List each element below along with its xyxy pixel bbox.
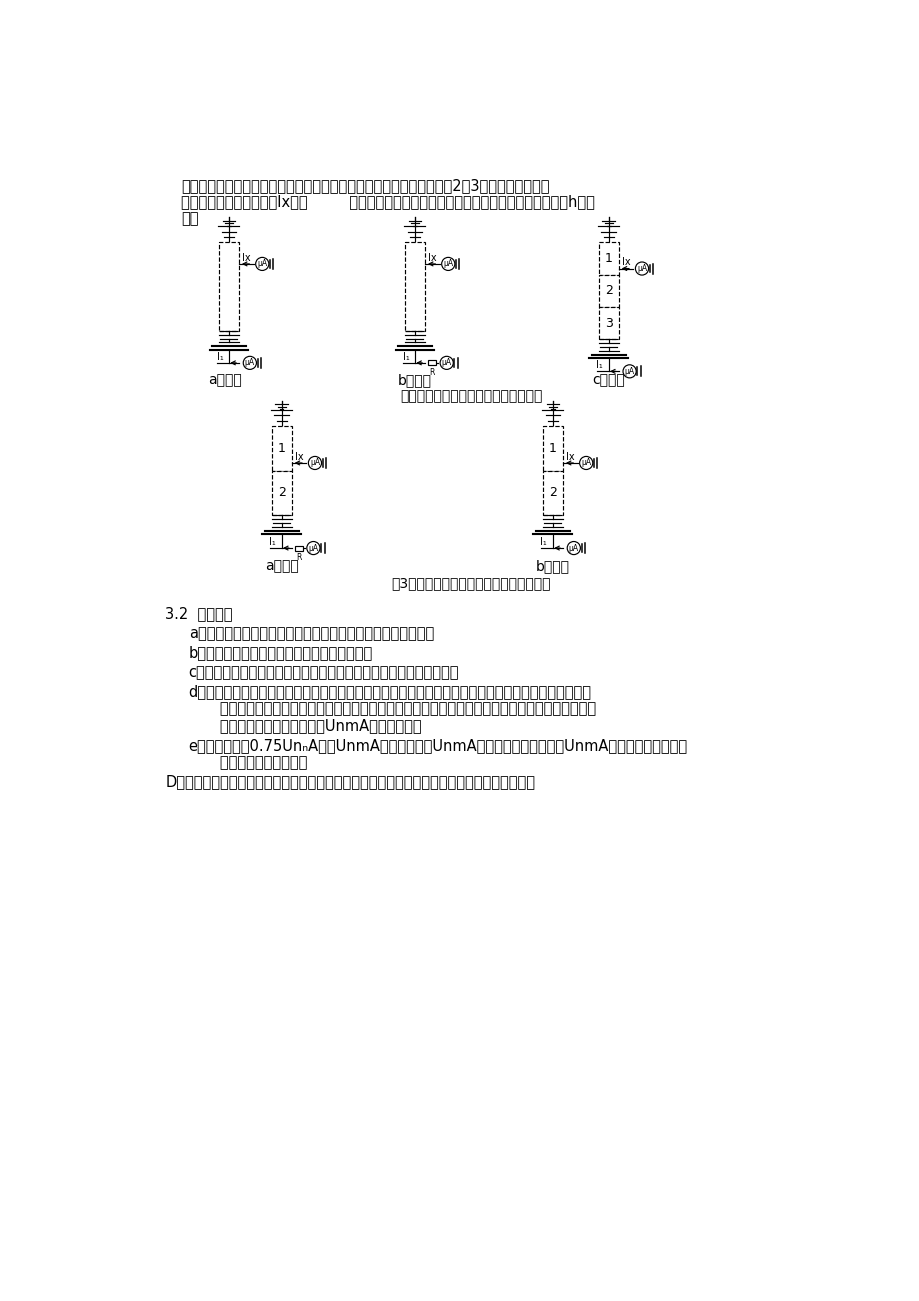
Text: 1: 1 <box>549 442 556 455</box>
Text: 地。: 地。 <box>181 212 199 226</box>
Bar <box>271 425 291 471</box>
Text: a）进行测试仪器过压整定并检验仪器在整定值能否可靠动作。: a）进行测试仪器过压整定并检验仪器在整定值能否可靠动作。 <box>188 626 434 641</box>
Text: Ix: Ix <box>294 451 303 462</box>
Circle shape <box>306 541 320 554</box>
Text: 两节及以上串联结构避雷器可采用不拆高压引线试验，典型接线图（图2图3）中直流高压输出: 两节及以上串联结构避雷器可采用不拆高压引线试验，典型接线图（图2图3）中直流高压… <box>181 178 549 193</box>
Text: 图3两节结构金属氧化物避雷器测试接线图: 图3两节结构金属氧化物避雷器测试接线图 <box>391 576 550 591</box>
Bar <box>598 242 618 275</box>
Bar <box>427 360 436 366</box>
Text: μA: μA <box>443 259 453 268</box>
Text: μA: μA <box>310 458 320 467</box>
Text: μA: μA <box>244 358 255 367</box>
Bar <box>271 471 291 515</box>
Circle shape <box>308 457 321 470</box>
Circle shape <box>567 541 580 554</box>
Text: I₁: I₁ <box>596 360 602 371</box>
Text: Ix: Ix <box>427 252 437 263</box>
Circle shape <box>622 364 636 377</box>
Circle shape <box>255 258 268 271</box>
Bar <box>542 471 562 515</box>
Text: Ix: Ix <box>621 258 630 268</box>
Text: c）检查试验接线，确认电压输出在零位，接通试验电源，进行升压。: c）检查试验接线，确认电压输出在零位，接通试验电源，进行升压。 <box>188 665 459 680</box>
Text: I₁: I₁ <box>539 537 547 546</box>
Bar <box>294 545 302 550</box>
Text: b）中节: b）中节 <box>398 373 431 388</box>
Circle shape <box>579 457 592 470</box>
Text: I₁: I₁ <box>216 351 223 362</box>
Text: b）清洁避雷器或限压器表面，进行试验接线。: b）清洁避雷器或限压器表面，进行试验接线。 <box>188 645 372 661</box>
Bar <box>542 425 562 471</box>
Text: Ix: Ix <box>565 451 574 462</box>
Circle shape <box>441 258 454 271</box>
Text: 2: 2 <box>278 487 285 500</box>
Text: d）升压过程中，监视泄漏电流（或电流表差值），同时监视试验电压，若电流值上升慢数值小，且试验: d）升压过程中，监视泄漏电流（或电流表差值），同时监视试验电压，若电流值上升慢数… <box>188 684 591 700</box>
Text: μA: μA <box>568 544 578 553</box>
Text: c）下节: c）下节 <box>592 373 624 388</box>
Text: D断开试验电源，对被试设备使用专用放电工具按先经电阻放电，后直接放电的程序进行充分放: D断开试验电源，对被试设备使用专用放电工具按先经电阻放电，后直接放电的程序进行充… <box>165 774 535 790</box>
Text: μA: μA <box>257 259 267 268</box>
Text: 3.2  试验步骤: 3.2 试验步骤 <box>165 606 233 621</box>
Text: I₁: I₁ <box>269 537 276 546</box>
Text: 验值时，读取并记录电压值UnmA，降压至零。: 验值时，读取并记录电压值UnmA，降压至零。 <box>206 718 421 734</box>
Text: μA: μA <box>441 358 451 367</box>
Circle shape <box>439 356 453 369</box>
Text: 三节结构金属氧化物避雷器测试接线图: 三节结构金属氧化物避雷器测试接线图 <box>400 389 542 403</box>
Bar <box>404 242 425 330</box>
Bar <box>598 275 618 307</box>
Text: R: R <box>429 367 434 376</box>
Text: 电压已快接近避雷器或限压器参考电压时，应匀速放慢升压，当电流达到厂家规定直流参考电流试: 电压已快接近避雷器或限压器参考电压时，应匀速放慢升压，当电流达到厂家规定直流参考… <box>206 701 596 717</box>
Text: 端串接微安表（读数记为Ix），         低压端直接微安表或串接限流电阻后接微安表（读数记为h）接: 端串接微安表（读数记为Ix）， 低压端直接微安表或串接限流电阻后接微安表（读数记… <box>181 195 594 209</box>
Text: 1: 1 <box>604 252 612 265</box>
Text: R: R <box>296 553 301 562</box>
Text: μA: μA <box>636 264 646 273</box>
Text: 2: 2 <box>604 285 612 298</box>
Text: μA: μA <box>624 367 634 376</box>
Text: 漏电流值，降压至零。: 漏电流值，降压至零。 <box>206 755 307 770</box>
Bar <box>598 307 618 340</box>
Bar <box>219 242 239 330</box>
Text: b）下节: b）下节 <box>535 559 569 574</box>
Circle shape <box>243 356 256 369</box>
Text: I₁: I₁ <box>403 351 409 362</box>
Text: a）上节: a）上节 <box>208 373 242 388</box>
Text: μA: μA <box>308 544 318 553</box>
Text: a）上节: a）上节 <box>265 559 298 574</box>
Text: 2: 2 <box>549 487 556 500</box>
Circle shape <box>635 262 648 275</box>
Text: μA: μA <box>581 458 591 467</box>
Text: 1: 1 <box>278 442 285 455</box>
Text: 3: 3 <box>604 316 612 329</box>
Text: Ix: Ix <box>242 252 251 263</box>
Text: e）重新升压至0.75UnₙA值（UnmA电压值应选用UnmA初始值或制造厂给定的UnmA值），读取并记录泄: e）重新升压至0.75UnₙA值（UnmA电压值应选用UnmA初始值或制造厂给定… <box>188 738 687 753</box>
